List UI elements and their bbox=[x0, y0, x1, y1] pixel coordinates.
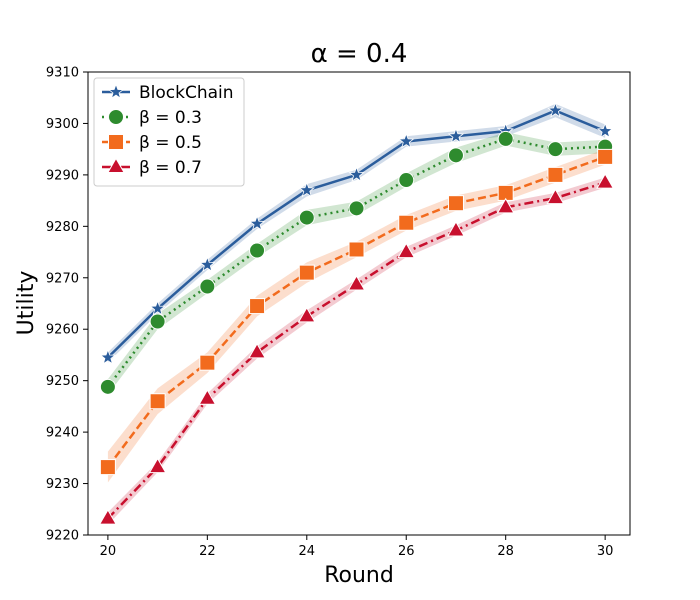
legend-label: BlockChain bbox=[139, 83, 234, 103]
y-tick-label: 9280 bbox=[46, 220, 79, 235]
y-tick-label: 9310 bbox=[46, 66, 79, 81]
data-point bbox=[98, 509, 117, 525]
data-point bbox=[249, 298, 266, 315]
data-point bbox=[149, 313, 166, 330]
data-point bbox=[398, 172, 415, 189]
data-point bbox=[298, 181, 316, 198]
x-tick-label: 26 bbox=[398, 544, 415, 559]
plot-frame bbox=[87, 71, 631, 536]
data-point bbox=[298, 264, 315, 281]
data-point bbox=[249, 242, 266, 259]
data-point bbox=[348, 200, 365, 217]
data-point bbox=[547, 166, 564, 183]
data-point bbox=[546, 188, 565, 205]
y-tick-label: 9290 bbox=[46, 168, 79, 183]
data-point bbox=[149, 393, 166, 410]
y-tick-label: 9240 bbox=[46, 426, 79, 441]
y-tick-label: 9300 bbox=[46, 117, 79, 132]
data-point bbox=[198, 389, 217, 405]
data-point bbox=[348, 241, 365, 258]
data-point bbox=[148, 457, 167, 474]
series-line-3 bbox=[106, 155, 606, 468]
data-point bbox=[248, 342, 267, 359]
y-tick-label: 9230 bbox=[46, 477, 79, 492]
x-tick-label: 24 bbox=[299, 544, 316, 559]
data-point bbox=[297, 306, 316, 323]
data-point bbox=[397, 242, 416, 259]
data-point bbox=[199, 354, 216, 371]
y-tick-label: 9260 bbox=[46, 323, 79, 338]
data-point bbox=[496, 197, 515, 214]
x-tick-label: 28 bbox=[497, 544, 514, 559]
data-point bbox=[398, 132, 415, 149]
y-axis-label: Utility bbox=[14, 271, 39, 336]
data-point bbox=[347, 274, 366, 291]
y-tick-label: 9220 bbox=[46, 529, 79, 544]
legend-label: β = 0.3 bbox=[139, 108, 202, 128]
data-point bbox=[547, 101, 564, 118]
data-point bbox=[99, 378, 116, 395]
legend-marker bbox=[108, 109, 124, 125]
data-point bbox=[149, 299, 166, 316]
x-tick-label: 20 bbox=[100, 544, 117, 559]
chart-title: α = 0.4 bbox=[311, 39, 408, 69]
legend-label: β = 0.7 bbox=[139, 158, 202, 178]
data-point bbox=[348, 166, 365, 182]
series-line-4 bbox=[106, 181, 606, 520]
data-point bbox=[596, 122, 614, 139]
data-point bbox=[199, 256, 216, 272]
data-point bbox=[447, 195, 464, 212]
legend-marker bbox=[107, 157, 125, 174]
data-point bbox=[597, 148, 614, 165]
data-point bbox=[199, 278, 216, 295]
data-point bbox=[99, 459, 116, 476]
data-point bbox=[497, 130, 514, 147]
y-tick-label: 9250 bbox=[46, 374, 79, 389]
legend-box bbox=[93, 77, 245, 187]
legend-marker bbox=[108, 134, 124, 150]
data-point bbox=[398, 214, 415, 231]
data-point bbox=[447, 220, 465, 237]
confidence-band-series-4 bbox=[107, 177, 606, 525]
data-point bbox=[99, 348, 117, 365]
data-point bbox=[596, 173, 615, 189]
data-point bbox=[447, 147, 464, 164]
y-tick-label: 9270 bbox=[46, 271, 79, 286]
x-axis-label: Round bbox=[324, 563, 394, 588]
x-tick-label: 30 bbox=[597, 544, 614, 559]
x-tick-label: 22 bbox=[199, 544, 216, 559]
data-point bbox=[547, 141, 564, 158]
legend-label: β = 0.5 bbox=[139, 133, 202, 153]
data-point bbox=[447, 127, 465, 144]
data-point bbox=[248, 215, 266, 231]
legend-marker bbox=[107, 83, 125, 99]
plot-area: 20 22 24 26 28 30 9220 9230 9240 9250 9260 9270 9280… bbox=[46, 66, 631, 559]
data-point bbox=[298, 209, 315, 226]
